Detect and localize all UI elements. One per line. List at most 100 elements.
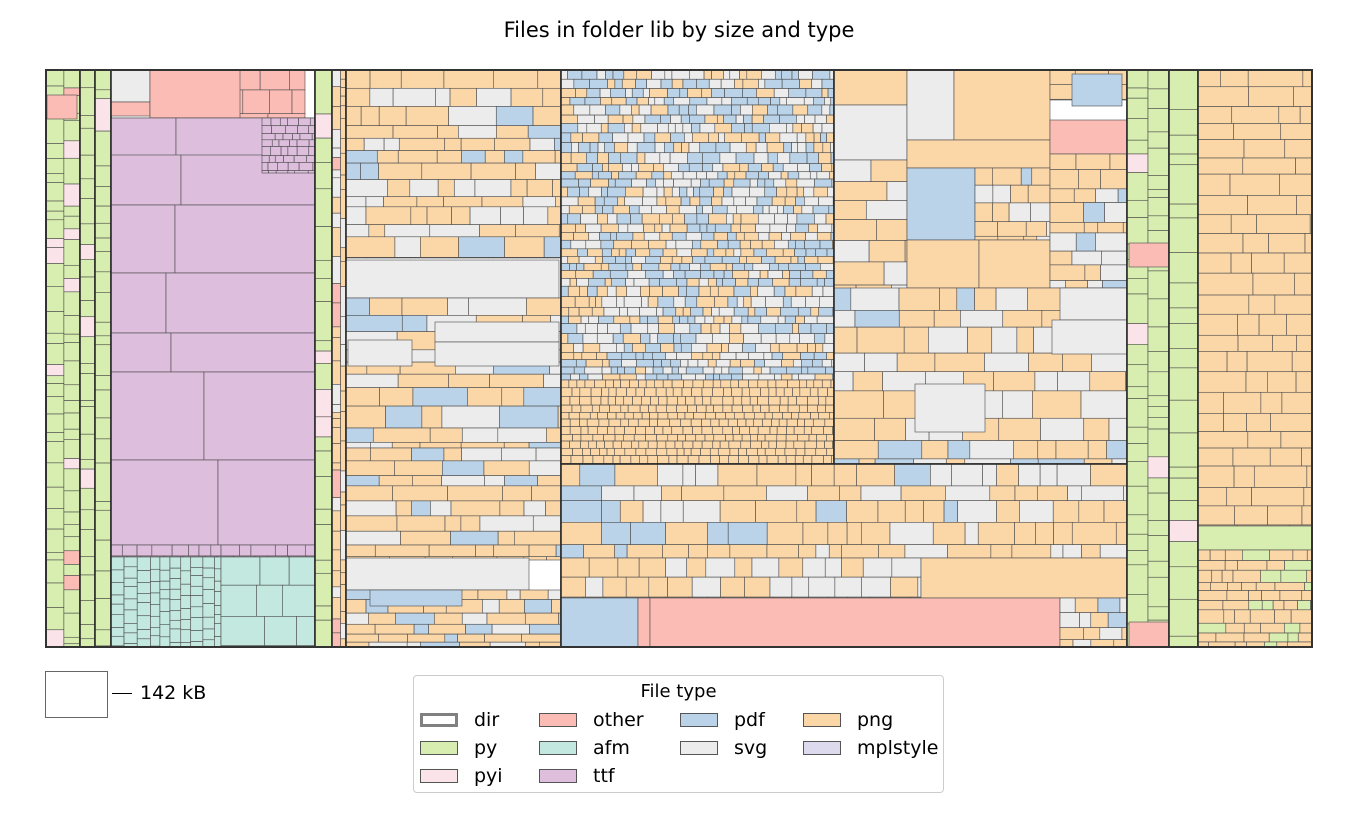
file-tile-1297	[698, 285, 711, 297]
file-tile-346	[314, 301, 333, 342]
file-tile-2030	[1087, 440, 1107, 460]
file-tile-2014	[874, 417, 906, 441]
file-tile-1060	[651, 205, 667, 215]
file-tile-635	[475, 544, 495, 557]
file-tile-1411	[649, 333, 658, 344]
file-tile-783	[757, 97, 771, 106]
file-tile-1323	[736, 296, 745, 308]
file-tile-450	[437, 125, 459, 139]
file-tile-1205	[721, 256, 740, 264]
file-tile-2178	[917, 576, 922, 598]
file-tile-255	[123, 632, 138, 644]
file-tile-216	[151, 544, 173, 557]
file-tile-459	[460, 137, 495, 151]
file-tile-1909	[1025, 221, 1047, 237]
file-tile-1313	[616, 296, 625, 308]
file-tile-1267	[633, 278, 650, 287]
file-tile-4	[47, 143, 65, 159]
file-tile-1075	[812, 205, 830, 215]
file-tile-1732	[624, 426, 636, 435]
file-tile-401	[340, 118, 347, 139]
file-tile-1827	[683, 447, 692, 456]
file-tile-2357	[1226, 351, 1248, 373]
file-tile-1499	[601, 366, 612, 375]
file-tile-2201	[1059, 597, 1076, 613]
file-tile-2156	[751, 557, 780, 578]
file-tile-1550	[594, 379, 607, 389]
file-tile-1645	[639, 404, 649, 413]
file-tile-1698	[579, 418, 588, 427]
file-tile-1549	[584, 379, 595, 389]
file-tile-2438	[1234, 609, 1251, 624]
file-tile-303	[190, 585, 204, 596]
file-tile-1786	[588, 440, 597, 449]
file-tile-983	[608, 178, 616, 188]
file-tile-1991	[934, 352, 985, 373]
file-tile-1782	[826, 434, 835, 442]
file-tile-612	[531, 485, 562, 502]
file-tile-2373	[1247, 431, 1282, 449]
file-tile-868	[670, 132, 685, 143]
file-tile-1898	[1031, 167, 1051, 186]
file-tile-2420	[1274, 582, 1305, 591]
file-tile-578	[546, 427, 562, 443]
file-tile-1049	[804, 196, 819, 207]
file-tile-1018	[713, 186, 724, 198]
file-tile-602	[378, 475, 413, 487]
file-tile-20	[47, 383, 65, 398]
file-tile-843	[640, 123, 658, 134]
file-tile-1867	[794, 455, 804, 464]
file-tile-838	[586, 123, 602, 134]
file-tile-2314	[1197, 123, 1234, 140]
file-tile-2012	[1080, 390, 1128, 419]
file-tile-485	[510, 179, 528, 198]
file-tile-1942	[1083, 222, 1099, 234]
file-tile-1327	[782, 296, 792, 308]
file-tile-43	[63, 215, 81, 230]
file-tile-1475	[608, 359, 622, 368]
file-tile-1814	[560, 447, 573, 456]
file-tile-1494	[821, 359, 833, 368]
file-tile-88	[79, 373, 96, 401]
file-tile-1380	[804, 315, 818, 324]
file-tile-872	[718, 132, 725, 143]
file-tile-1759	[603, 434, 616, 442]
file-tile-2342	[1197, 272, 1254, 296]
file-tile-267	[150, 581, 161, 594]
file-tile-1693	[810, 412, 819, 420]
file-tile-298	[180, 629, 192, 643]
file-tile-1004	[567, 186, 580, 198]
file-tile-1483	[697, 359, 709, 368]
file-tile-1803	[740, 440, 751, 449]
file-tile-730	[646, 78, 662, 89]
file-tile-815	[594, 114, 609, 124]
file-tile-1277	[747, 278, 759, 287]
file-tile-1843	[560, 455, 572, 464]
file-tile-168	[279, 117, 288, 127]
file-tile-2118	[932, 522, 966, 545]
file-tile-2442	[1197, 622, 1227, 634]
file-tile-1790	[621, 440, 633, 449]
file-tile-2284	[1168, 203, 1199, 219]
file-tile-321	[214, 605, 222, 615]
file-tile-1586	[644, 387, 657, 397]
file-tile-2117	[889, 522, 934, 545]
file-tile-174	[285, 125, 298, 135]
file-tile-761	[756, 88, 775, 98]
file-tile-2405	[1266, 560, 1285, 571]
file-tile-1303	[773, 285, 786, 297]
file-tile-490	[383, 196, 418, 208]
file-tile-1557	[654, 379, 664, 389]
file-tile-600	[528, 460, 562, 476]
file-tile-1558	[662, 379, 673, 389]
file-tile-1821	[624, 447, 637, 456]
file-tile-2434	[1297, 600, 1311, 611]
file-tile-737	[734, 78, 744, 89]
file-tile-1840	[804, 447, 817, 456]
file-tile-2176	[861, 576, 891, 598]
file-tile-762	[773, 88, 790, 98]
file-tile-1594	[723, 387, 732, 397]
file-tile-360	[314, 619, 333, 646]
file-tile-824	[704, 114, 718, 124]
file-tile-637	[528, 544, 557, 557]
